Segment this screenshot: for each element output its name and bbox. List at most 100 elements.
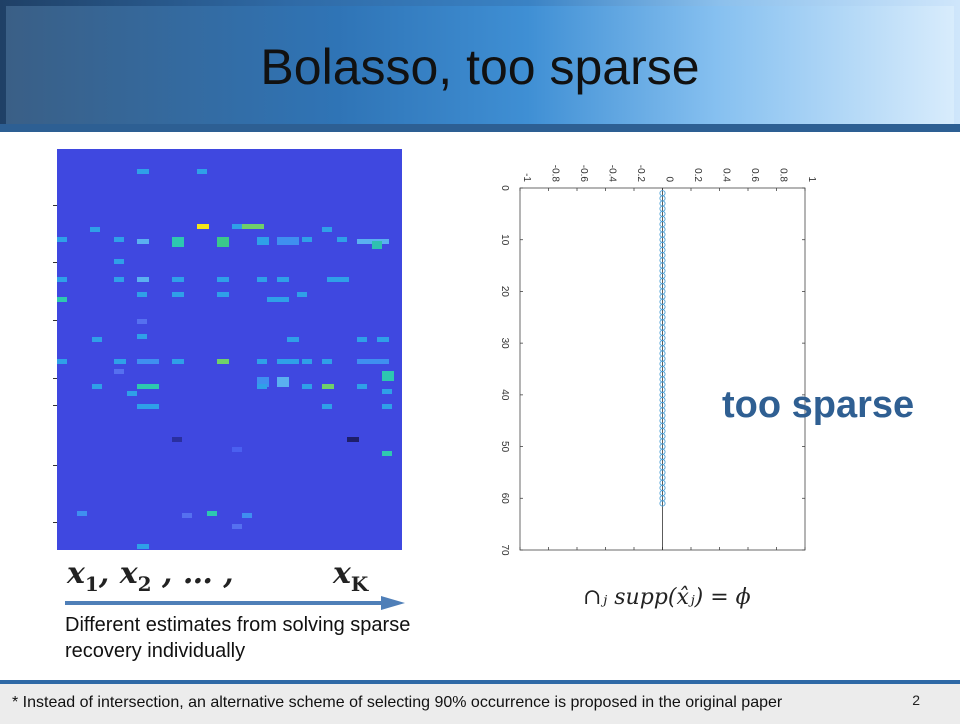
x-tick-label: 0: [664, 176, 675, 182]
page-number: 2: [912, 692, 920, 708]
heatmap-tick: [53, 262, 57, 263]
x-tick-label: 0.2: [692, 168, 703, 182]
heatmap-cell: [297, 292, 307, 297]
y-tick-label: 10: [499, 234, 510, 246]
heatmap-tick: [53, 205, 57, 206]
footnote: * Instead of intersection, an alternativ…: [12, 694, 783, 711]
heatmap-cell: [242, 513, 252, 518]
heatmap-cell: [57, 277, 67, 282]
x-tick-label: -1: [521, 173, 532, 182]
header-divider: [0, 124, 960, 132]
slide-footer: * Instead of intersection, an alternativ…: [0, 680, 960, 724]
y-tick-label: 0: [499, 185, 510, 191]
label-separator: ,: [98, 556, 120, 591]
heatmap-cell: [267, 297, 289, 302]
heatmap-cell: [207, 511, 217, 516]
support-plot: -1 -0.8 -0.6 -0.4 -0.2 0 0.2 0.4 0.6 0.8 101020304…: [499, 165, 817, 556]
heatmap-cell: [217, 277, 229, 282]
heatmap-tick: [53, 522, 57, 523]
heatmap-cell: [217, 359, 229, 364]
heatmap-cell: [302, 359, 312, 364]
heatmap-cell: [257, 359, 267, 364]
slide-header: [0, 0, 960, 130]
heatmap-cell: [357, 384, 367, 389]
heatmap-tick: [53, 320, 57, 321]
heatmap-cell: [137, 359, 159, 364]
xk-label-group: xK: [333, 556, 368, 596]
heatmap-cell: [357, 337, 367, 342]
y-tick-label: 40: [499, 389, 510, 401]
heatmap-cell: [137, 404, 159, 409]
heatmap-cell: [137, 334, 147, 339]
heatmap-cell: [137, 169, 149, 174]
heatmap-cell: [92, 384, 102, 389]
heatmap-cell: [217, 292, 229, 297]
x-tick-label: 1: [806, 176, 817, 182]
x-tick-label: 0.4: [721, 168, 732, 182]
heatmap-cell: [114, 237, 124, 242]
intersection-formula: ∩ⱼ supp(x̂ⱼ) = ϕ: [583, 585, 751, 610]
x1-subscript: 1: [84, 572, 99, 596]
x-tick-label: -0.2: [635, 165, 646, 183]
heatmap-cell: [277, 237, 299, 245]
heatmap-cell: [357, 359, 389, 364]
heatmap-cell: [322, 384, 334, 389]
heatmap-cell: [257, 277, 267, 282]
heatmap-cell: [137, 319, 147, 324]
heatmap-cell: [382, 451, 392, 456]
y-tick-label: 30: [499, 338, 510, 350]
heatmap-cell: [217, 237, 229, 247]
heatmap-cell: [302, 384, 312, 389]
heatmap-cell: [232, 224, 242, 229]
heatmap-cell: [382, 389, 392, 394]
heatmap-cell: [257, 377, 269, 387]
estimates-arrow: [65, 596, 405, 610]
heatmap-cell: [137, 239, 149, 244]
data-point: [659, 500, 666, 507]
heatmap-cell: [322, 227, 332, 232]
heatmap-cell: [277, 377, 289, 387]
heatmap-cell: [277, 277, 289, 282]
xk-subscript: K: [350, 572, 369, 596]
heatmap-cell: [347, 437, 359, 442]
heatmap-cell: [114, 259, 124, 264]
heatmap-tick: [53, 405, 57, 406]
heatmap-cell: [232, 447, 242, 452]
heatmap-cell: [172, 437, 182, 442]
estimate-labels: x1, x2 , … ,: [67, 556, 234, 596]
heatmap-cell: [137, 384, 159, 389]
heatmap-cell: [197, 169, 207, 174]
heatmap-cell: [114, 359, 126, 364]
y-tick-label: 20: [499, 286, 510, 298]
heatmap-cell: [114, 277, 124, 282]
heatmap-cell: [302, 237, 312, 242]
heatmap-cell: [92, 337, 102, 342]
heatmap-cell: [382, 371, 394, 381]
heatmap-cell: [257, 237, 269, 245]
heatmap-cell: [232, 524, 242, 529]
xk-label: x: [333, 556, 351, 591]
heatmap-cell: [90, 227, 100, 232]
slide-title: Bolasso, too sparse: [260, 39, 700, 95]
x1-label: x: [67, 556, 85, 591]
heatmap-cell: [322, 359, 332, 364]
heatmap-cell: [114, 369, 124, 374]
x-tick-label: 0.8: [778, 168, 789, 182]
estimates-heatmap: [57, 149, 402, 550]
heatmap-cell: [287, 337, 299, 342]
heatmap-cell: [57, 297, 67, 302]
heatmap-cell: [372, 241, 382, 249]
x-tick-label: -0.8: [550, 165, 561, 183]
heatmap-cell: [377, 337, 389, 342]
heatmap-cell: [137, 277, 149, 282]
heatmap-cell: [197, 224, 209, 229]
heatmap-cell: [172, 359, 184, 364]
heatmap-caption: Different estimates from solving sparse …: [65, 614, 411, 662]
heatmap-cell: [277, 359, 299, 364]
heatmap-cell: [257, 384, 267, 389]
ellipsis-label: , … ,: [151, 556, 234, 591]
x2-label: x: [119, 556, 138, 591]
heatmap-cell: [172, 292, 184, 297]
heatmap-tick: [53, 378, 57, 379]
heatmap-cell: [137, 292, 147, 297]
